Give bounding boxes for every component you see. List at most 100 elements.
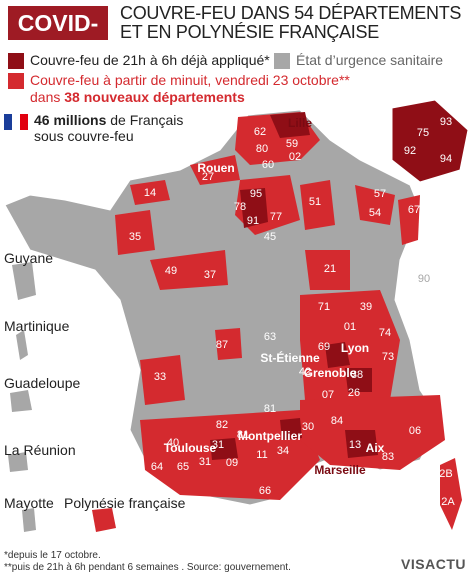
east-67 <box>398 195 420 245</box>
city-montpellier: Montpellier <box>238 429 302 443</box>
rouen-region <box>190 155 240 185</box>
city-aix: Aix <box>366 441 385 455</box>
svg-text:09: 09 <box>226 457 238 469</box>
territory-guyane: Guyane <box>4 250 54 266</box>
svg-text:90: 90 <box>418 273 430 285</box>
territory-guadeloupe: Guadeloupe <box>4 375 81 391</box>
svg-text:26: 26 <box>348 387 360 399</box>
svg-text:78: 78 <box>234 201 246 213</box>
svg-text:62: 62 <box>254 126 266 138</box>
reunion-shape <box>8 452 28 472</box>
svg-text:51: 51 <box>309 196 321 208</box>
svg-text:67: 67 <box>408 204 420 216</box>
svg-text:65: 65 <box>177 461 189 473</box>
svg-text:66: 66 <box>259 485 271 497</box>
center-49-37 <box>150 250 228 290</box>
svg-text:60: 60 <box>262 159 274 171</box>
brand-logo: VISACTU <box>401 556 466 572</box>
svg-text:73: 73 <box>382 351 394 363</box>
rhone-alpes <box>300 290 400 420</box>
svg-text:92: 92 <box>404 145 416 157</box>
svg-text:37: 37 <box>204 269 216 281</box>
montpellier-core <box>280 418 302 440</box>
martinique-shape <box>16 330 28 360</box>
red-swatch <box>8 73 24 89</box>
legend-new-line1: Couvre-feu à partir de minuit, vendredi … <box>30 72 350 88</box>
people-line2: sous couvre-feu <box>34 128 134 144</box>
grenoble-core <box>345 368 372 392</box>
normandy-14 <box>130 180 170 205</box>
france-map: 62 59 80 60 02 14 27 50 35 51 57 54 67 9… <box>4 100 469 532</box>
city-toulouse: Toulouse <box>164 441 217 455</box>
svg-text:13: 13 <box>349 439 361 451</box>
guyane-shape <box>12 262 36 300</box>
paris-zoom <box>391 100 469 183</box>
svg-text:27: 27 <box>202 171 214 183</box>
legend-already-label: Couvre-feu de 21h à 6h déjà appliqué* <box>30 52 270 68</box>
legend-emergency-label: État d’urgence sanitaire <box>296 52 444 68</box>
footnote-1: *depuis le 17 octobre. <box>4 550 101 561</box>
svg-text:91: 91 <box>247 215 259 227</box>
gray-swatch <box>274 53 290 69</box>
svg-text:33: 33 <box>154 371 166 383</box>
covid-tag: COVID-19 <box>8 6 108 70</box>
svg-text:82: 82 <box>216 419 228 431</box>
svg-text:71: 71 <box>318 301 330 313</box>
svg-text:75: 75 <box>417 127 429 139</box>
svg-text:87: 87 <box>216 339 228 351</box>
svg-text:63: 63 <box>264 331 276 343</box>
legend-new-prefix: dans <box>30 89 65 105</box>
legend-new: Couvre-feu à partir de minuit, vendredi … <box>8 72 350 105</box>
svg-text:06: 06 <box>409 425 421 437</box>
svg-text:11: 11 <box>256 449 267 461</box>
svg-text:2A: 2A <box>441 496 455 508</box>
svg-text:14: 14 <box>144 187 156 199</box>
svg-text:69: 69 <box>318 341 330 353</box>
svg-text:40: 40 <box>167 437 179 449</box>
corsica <box>440 458 462 530</box>
svg-text:77: 77 <box>270 211 282 223</box>
svg-text:39: 39 <box>360 301 372 313</box>
svg-text:30: 30 <box>302 421 314 433</box>
svg-text:02: 02 <box>289 151 301 163</box>
legend-people: 46 millions de Français sous couvre-feu <box>4 112 183 144</box>
svg-text:38: 38 <box>351 369 363 381</box>
svg-text:07: 07 <box>322 389 334 401</box>
dark-red-swatch <box>8 53 24 69</box>
brittany-35 <box>115 210 155 255</box>
city-st-etienne: St-Étienne <box>260 350 320 365</box>
city-grenoble: Grenoble <box>304 366 357 380</box>
svg-text:57: 57 <box>374 188 386 200</box>
legend-emergency: État d’urgence sanitaire <box>274 52 443 69</box>
mayotte-shape <box>22 508 36 532</box>
svg-text:34: 34 <box>277 445 289 457</box>
polynesie-shape <box>92 508 116 532</box>
lille-region <box>270 112 310 138</box>
city-lille: Lille <box>288 116 312 130</box>
svg-text:50: 50 <box>62 186 74 198</box>
french-flag-icon <box>4 114 28 130</box>
svg-text:31: 31 <box>199 456 211 468</box>
legend-already: Couvre-feu de 21h à 6h déjà appliqué* <box>8 52 270 69</box>
svg-text:01: 01 <box>344 321 356 333</box>
svg-text:81: 81 <box>237 429 249 441</box>
paris-core <box>240 188 268 228</box>
svg-text:31: 31 <box>212 439 224 451</box>
svg-text:95: 95 <box>250 188 262 200</box>
territory-reunion: La Réunion <box>4 442 76 458</box>
svg-text:93: 93 <box>440 116 452 128</box>
page-title: COUVRE-FEU DANS 54 DÉPARTEMENTS ET EN PO… <box>120 3 462 42</box>
svg-text:2B: 2B <box>439 468 452 480</box>
territory-mayotte: Mayotte <box>4 495 54 511</box>
city-rouen: Rouen <box>197 161 234 175</box>
city-marseille: Marseille <box>314 463 366 477</box>
territory-martinique: Martinique <box>4 318 70 334</box>
svg-text:84: 84 <box>331 415 343 427</box>
bordeaux-33 <box>140 355 185 405</box>
city-lyon: Lyon <box>341 341 369 355</box>
svg-text:45: 45 <box>264 231 276 243</box>
lyon-core <box>325 342 350 368</box>
svg-text:59: 59 <box>286 138 298 150</box>
svg-text:94: 94 <box>440 153 452 165</box>
people-rest: de Français <box>106 112 184 128</box>
